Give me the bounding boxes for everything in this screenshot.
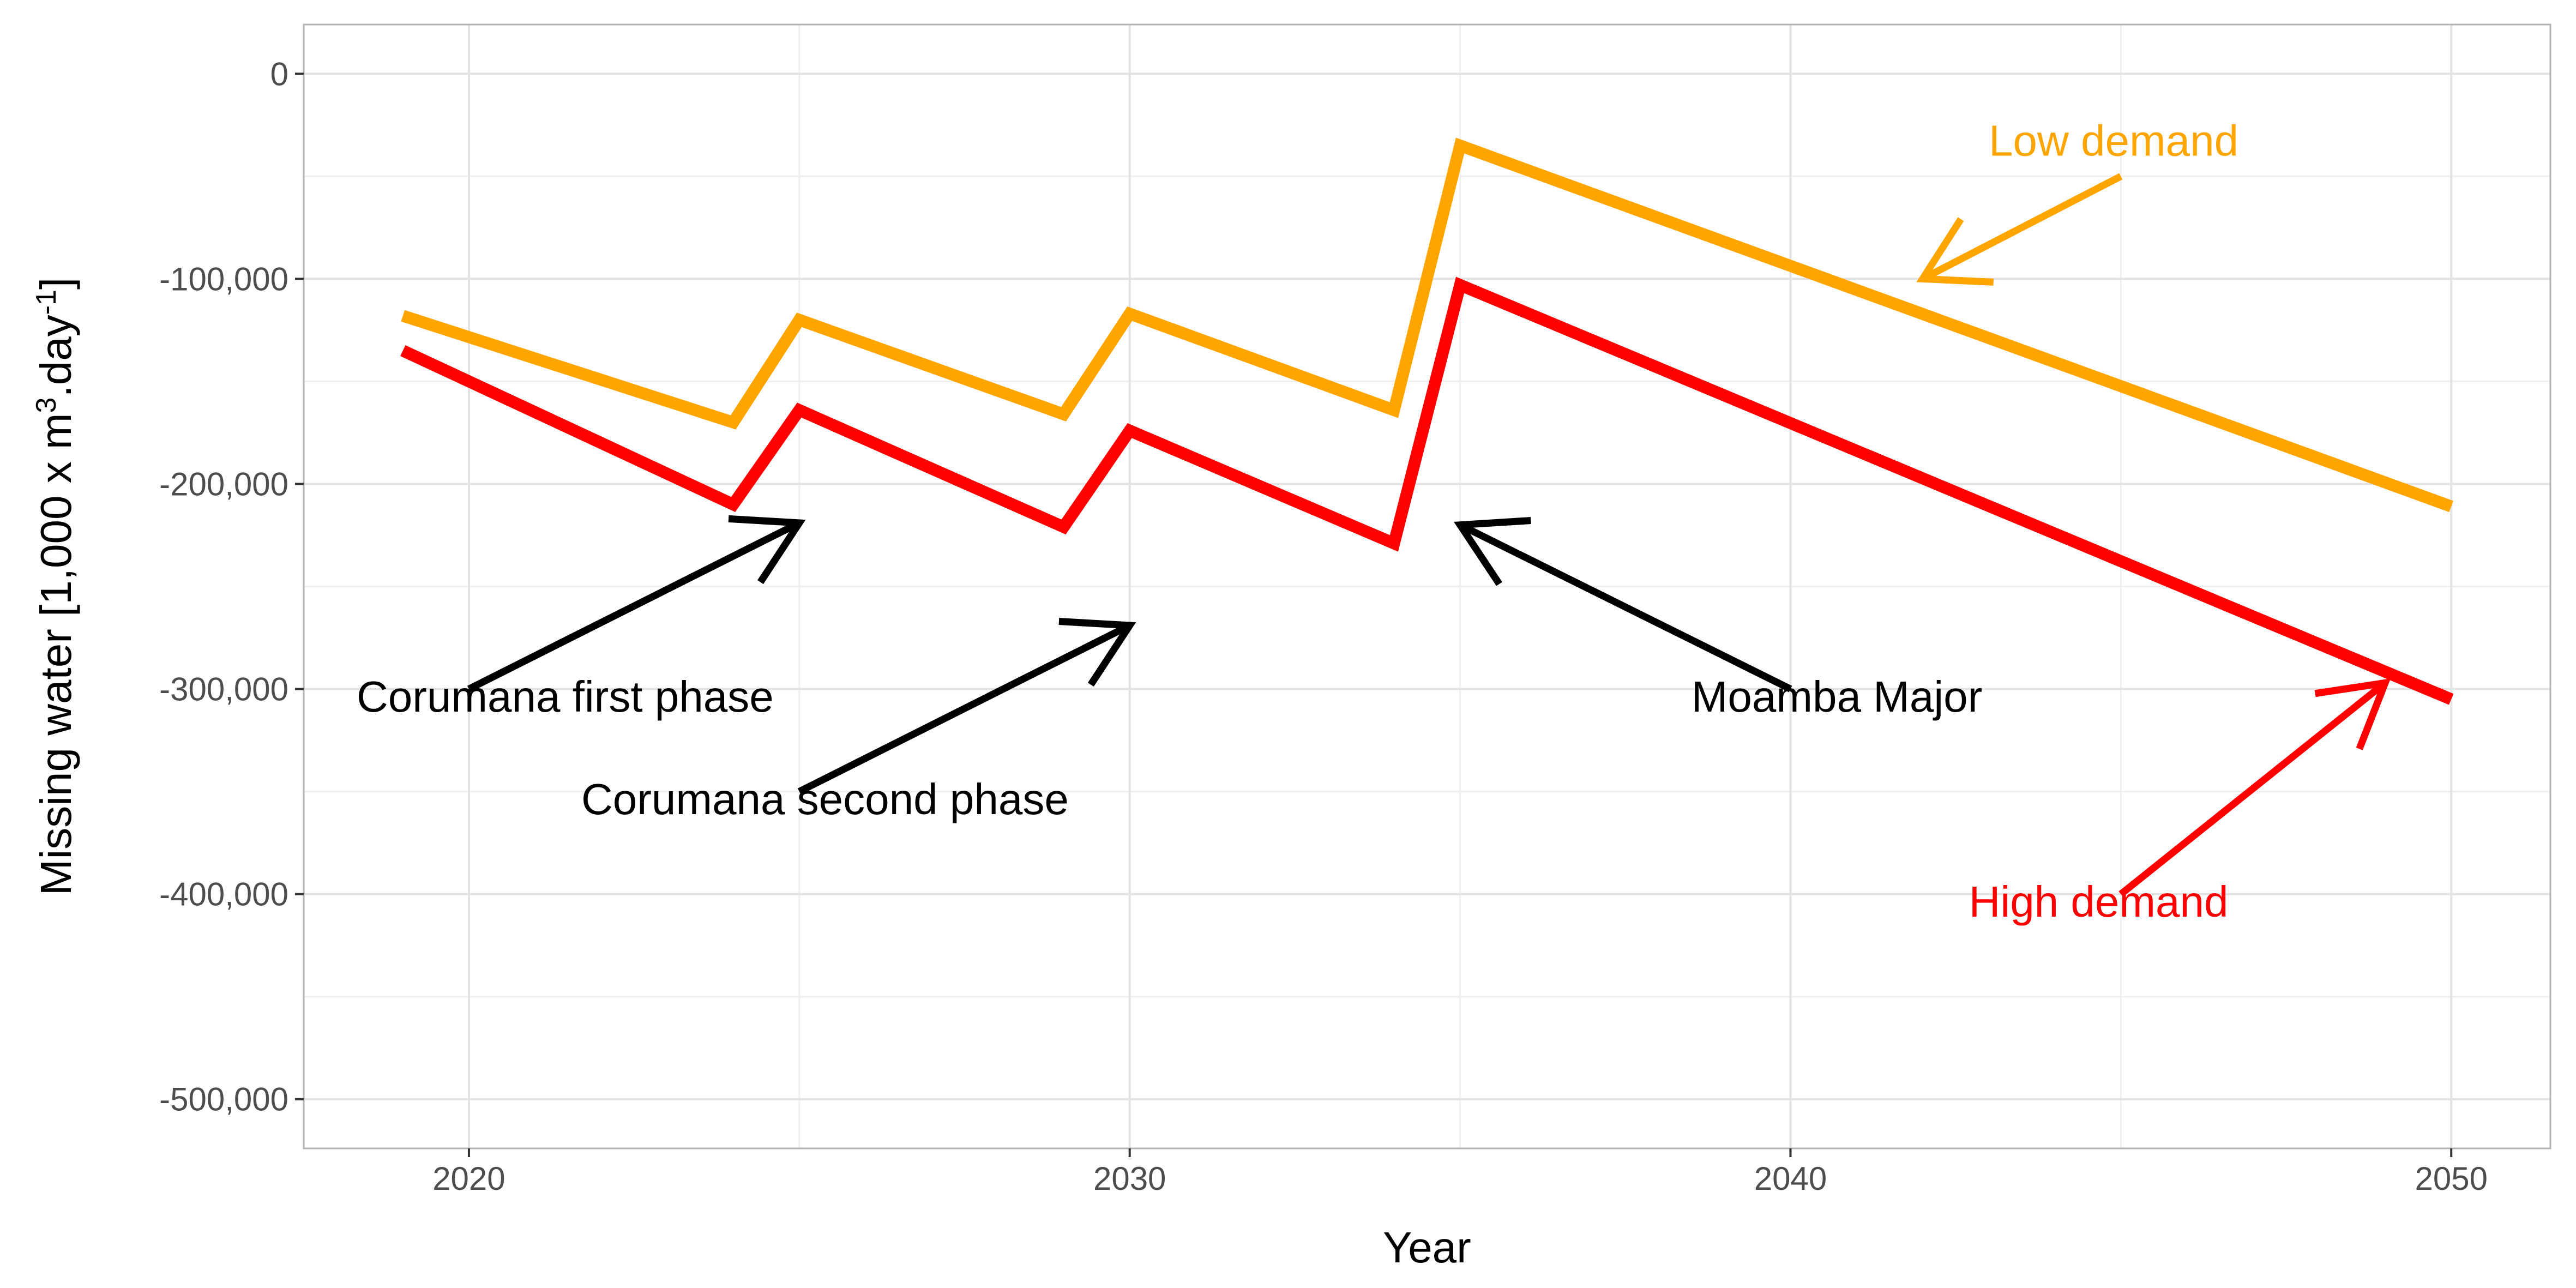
annotation-label: Corumana second phase (581, 775, 1069, 823)
x-tick-label: 2030 (1093, 1160, 1166, 1197)
annotation-arrow-shaft (467, 520, 801, 693)
y-axis-title: Missing water [1,000 x m3.day-1] (31, 278, 80, 895)
grid (304, 25, 2550, 1148)
axes: 2020 2030 2040 2050 0 -100,000 -200,000 -300,00… (159, 56, 2488, 1197)
annotation-label: Corumana first phase (357, 672, 774, 721)
x-tick-label: 2050 (2415, 1160, 2487, 1197)
annotation-label: Low demand (1989, 117, 2238, 165)
annotation-arrow-shaft (2118, 680, 2388, 897)
annotations: Low demand High demand Corumana first phas… (357, 117, 2391, 926)
annotation-arrow-head (2314, 678, 2391, 750)
y-tick-label: -200,000 (159, 466, 288, 502)
series (400, 137, 2454, 705)
y-tick-label: 0 (270, 56, 288, 92)
y-axis-title-main: Missing water [1,000 x m (32, 413, 80, 895)
series-line-1 (401, 137, 2453, 513)
y-axis-title-superscript-1: 3 (31, 398, 62, 413)
x-tick-label: 2040 (1754, 1160, 1827, 1197)
y-axis-title-end: ] (32, 278, 80, 290)
annotation-arrow-shaft (1458, 521, 1792, 693)
plot-panel-border (303, 23, 2551, 1149)
y-tick-label: -500,000 (159, 1081, 288, 1118)
y-axis-title-superscript-2: -1 (31, 290, 62, 315)
y-tick-label: -300,000 (159, 671, 288, 708)
x-axis-title: Year (1383, 1223, 1471, 1272)
y-tick-label: -100,000 (159, 261, 288, 297)
annotation-arrow-head (728, 515, 806, 585)
series-line-2 (400, 276, 2454, 705)
x-tick-label: 2020 (432, 1160, 505, 1197)
annotation-arrow-head (1058, 617, 1136, 687)
y-axis-title-middle: .day (32, 315, 80, 397)
annotation-label: High demand (1969, 877, 2229, 926)
annotation-arrow-shaft (797, 622, 1131, 795)
annotation-arrow-head (1916, 217, 1994, 286)
annotation-label: Moamba Major (1692, 672, 1983, 721)
annotation-arrow-head (1453, 517, 1531, 586)
y-tick-label: -400,000 (159, 876, 288, 913)
annotation-arrow-shaft (1921, 173, 2123, 282)
